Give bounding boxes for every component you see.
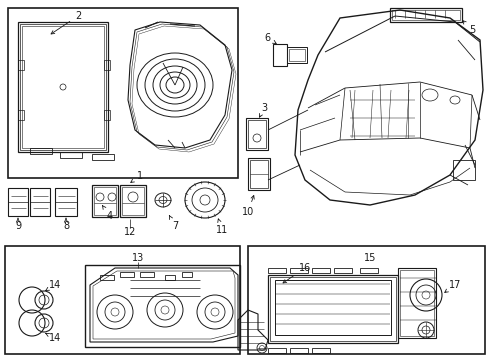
Bar (22, 26, 104, 148)
Text: 8: 8 (63, 218, 69, 231)
Bar (245, 118, 267, 150)
Bar (311, 348, 329, 353)
Bar (30, 148, 52, 154)
Bar (182, 272, 192, 277)
Bar (104, 60, 110, 70)
Text: 1: 1 (130, 171, 143, 183)
Bar (452, 160, 474, 180)
Text: 16: 16 (283, 263, 310, 283)
Text: 13: 13 (132, 253, 144, 263)
Bar (333, 268, 351, 273)
Text: 7: 7 (169, 216, 178, 231)
Bar (311, 268, 329, 273)
Bar (267, 348, 285, 353)
Bar (247, 120, 265, 148)
Bar (389, 8, 461, 22)
Text: 15: 15 (363, 253, 375, 263)
Bar (8, 8, 238, 178)
Bar (30, 188, 50, 216)
Text: 12: 12 (123, 227, 136, 237)
Bar (289, 268, 307, 273)
Bar (5, 246, 240, 354)
Bar (104, 110, 110, 120)
Bar (92, 185, 118, 217)
Text: 14: 14 (45, 280, 61, 291)
Bar (164, 275, 175, 280)
Bar (267, 268, 285, 273)
Bar (247, 246, 484, 354)
Text: 17: 17 (444, 280, 460, 292)
Bar (18, 60, 24, 70)
Bar (94, 187, 116, 215)
Bar (249, 160, 267, 188)
Text: 5: 5 (462, 21, 474, 35)
Bar (272, 44, 286, 66)
Bar (20, 24, 106, 150)
Text: 3: 3 (259, 103, 266, 117)
Bar (120, 185, 146, 217)
Text: 4: 4 (102, 206, 113, 221)
Bar (85, 265, 240, 347)
Bar (92, 154, 114, 160)
Bar (120, 272, 134, 277)
Bar (55, 188, 77, 216)
Bar (288, 49, 305, 61)
Bar (289, 348, 307, 353)
Bar (60, 152, 82, 158)
Bar (399, 270, 433, 336)
Bar (100, 275, 114, 280)
Bar (18, 110, 24, 120)
Bar (274, 280, 390, 335)
Bar (8, 188, 28, 216)
Bar (269, 277, 395, 341)
Text: 14: 14 (46, 333, 61, 343)
Text: 10: 10 (242, 195, 254, 217)
Bar (140, 272, 154, 277)
Text: 2: 2 (51, 11, 81, 34)
Bar (18, 22, 108, 152)
Bar (267, 275, 397, 343)
Text: 9: 9 (15, 218, 21, 231)
Bar (391, 10, 459, 20)
Bar (247, 158, 269, 190)
Bar (122, 187, 143, 215)
Text: 6: 6 (264, 33, 276, 44)
Bar (286, 47, 306, 63)
Bar (397, 268, 435, 338)
Text: 11: 11 (215, 219, 228, 235)
Bar (359, 268, 377, 273)
